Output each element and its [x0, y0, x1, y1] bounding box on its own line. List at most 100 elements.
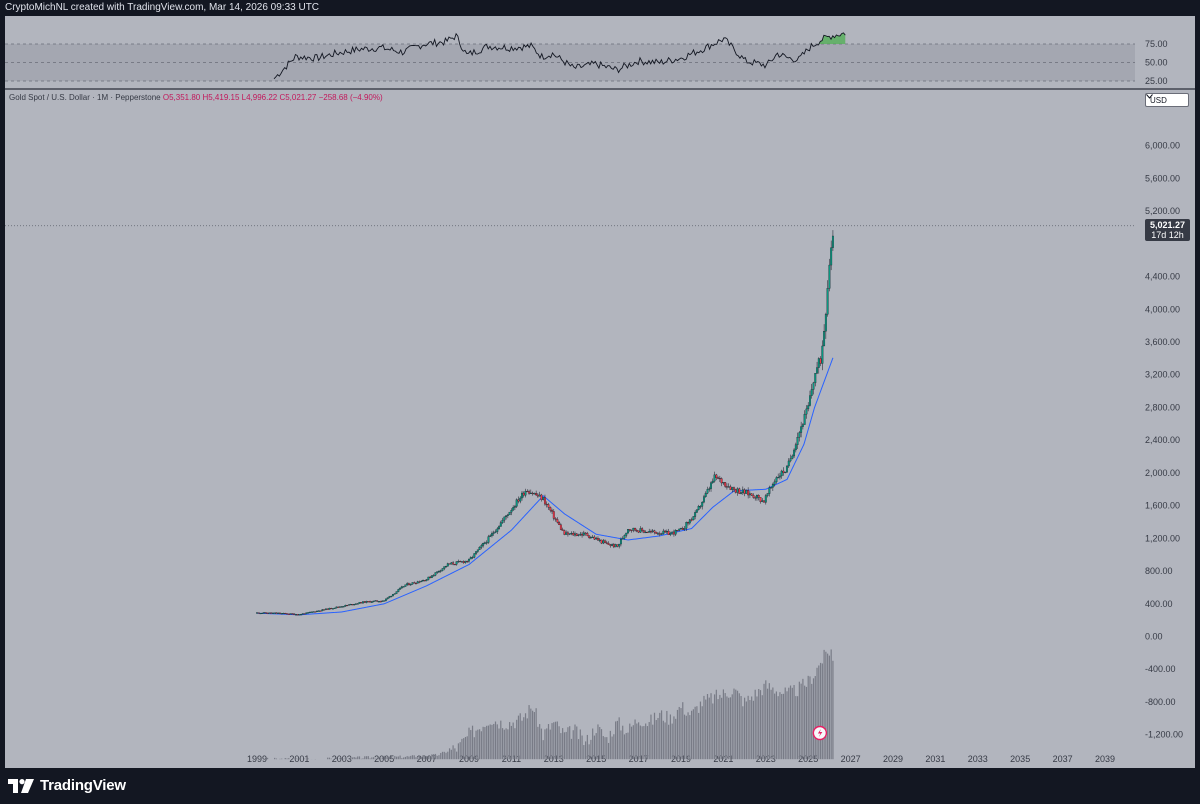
candle-up — [372, 600, 375, 602]
volume-bar — [519, 713, 521, 760]
volume-bar — [388, 756, 391, 760]
volume-bar — [433, 754, 435, 760]
volume-bar — [553, 722, 555, 760]
volume-bar — [304, 758, 306, 760]
pane-separator[interactable] — [5, 88, 1195, 90]
candle-up — [277, 612, 280, 614]
candle-up — [339, 606, 341, 608]
candle-up — [669, 532, 672, 535]
candle-down — [452, 562, 455, 565]
tradingview-logo[interactable]: TradingView — [8, 777, 126, 794]
volume-bar — [572, 730, 574, 760]
candle-up — [671, 531, 674, 534]
legend-low: L4,996.22 — [241, 93, 278, 102]
volume-bar — [604, 737, 606, 760]
candle-up — [611, 544, 614, 546]
volume-bar — [671, 723, 673, 760]
candle-up — [469, 557, 472, 560]
candle-down — [291, 613, 294, 615]
candle-down — [782, 470, 785, 473]
currency-selector[interactable]: USD — [1145, 93, 1189, 107]
candle-up — [817, 358, 820, 368]
volume-bar — [567, 727, 569, 760]
volume-bar — [588, 744, 590, 760]
candle-up — [830, 247, 833, 266]
legend-symbol: Gold Spot / U.S. Dollar · 1M · Peppersto… — [9, 93, 161, 102]
volume-bar — [761, 695, 763, 760]
candle-up — [602, 540, 605, 544]
volume-bar — [627, 732, 629, 760]
candle-up — [381, 600, 384, 602]
volume-bar — [503, 729, 505, 760]
rsi-pane[interactable]: 75.00 50.00 25.00 — [5, 16, 1195, 88]
candle-down — [556, 519, 559, 523]
candle-down — [690, 519, 693, 521]
candle-down — [413, 582, 416, 584]
volume-bar — [353, 757, 355, 760]
candle-down — [314, 611, 317, 613]
candle-down — [423, 580, 426, 582]
volume-bar — [683, 714, 686, 760]
candle-up — [508, 511, 511, 516]
candle-up — [823, 331, 826, 347]
candle-up — [321, 609, 324, 611]
volume-bar — [712, 703, 714, 760]
volume-bar — [668, 724, 670, 760]
candle-up — [533, 493, 536, 495]
candle-down — [715, 474, 718, 478]
volume-bar — [779, 692, 781, 760]
candle-down — [270, 612, 273, 614]
volume-bar — [599, 727, 601, 760]
candle-up — [644, 531, 647, 534]
brand-name: TradingView — [40, 777, 126, 794]
candle-down — [720, 478, 723, 484]
volume-bar — [691, 710, 693, 760]
candle-down — [718, 477, 721, 480]
candle-up — [491, 533, 493, 536]
candle-up — [420, 580, 423, 583]
candle-up — [385, 598, 387, 601]
candle-down — [257, 612, 260, 614]
candle-up — [298, 614, 301, 616]
candle-up — [591, 536, 594, 538]
volume-bar — [267, 757, 269, 760]
candle-up — [651, 530, 654, 532]
candle-down — [733, 487, 735, 490]
candle-up — [685, 522, 688, 529]
volume-bar — [827, 653, 829, 760]
candle-up — [386, 597, 389, 600]
candle-down — [672, 531, 675, 535]
volume-bar — [797, 696, 799, 760]
candle-down — [642, 530, 645, 533]
top-caption-bar: CryptoMichNL created with TradingView.co… — [0, 0, 1200, 16]
candle-up — [460, 561, 463, 563]
candle-down — [575, 533, 578, 536]
candle-down — [337, 606, 340, 608]
candle-up — [787, 460, 790, 467]
price-tick-label: 5,200.00 — [1145, 206, 1180, 216]
candle-up — [310, 611, 313, 613]
candle-up — [826, 288, 829, 315]
candle-up — [577, 534, 580, 536]
volume-bar — [593, 735, 596, 760]
volume-bar — [542, 740, 544, 760]
candle-up — [780, 470, 783, 477]
volume-bar — [586, 734, 588, 760]
candle-down — [522, 492, 525, 496]
legend-open: O5,351.80 — [162, 93, 201, 102]
candle-up — [678, 528, 681, 531]
candle-down — [584, 532, 587, 534]
volume-bar — [717, 699, 719, 760]
volume-bar — [782, 693, 785, 760]
volume-bar — [719, 694, 721, 760]
candle-down — [526, 490, 529, 493]
candle-up — [542, 497, 545, 500]
volume-bar — [445, 752, 447, 760]
volume-bar — [463, 738, 465, 760]
volume-bar — [539, 724, 541, 760]
price-pane[interactable]: 6,000.00 5,600.00 5,200.00 4,400.00 4,000.00… — [5, 90, 1195, 768]
volume-bar — [418, 755, 421, 760]
candle-up — [777, 477, 780, 479]
volume-bar — [406, 756, 408, 760]
rsi-tick-label: 50.00 — [1145, 58, 1168, 68]
